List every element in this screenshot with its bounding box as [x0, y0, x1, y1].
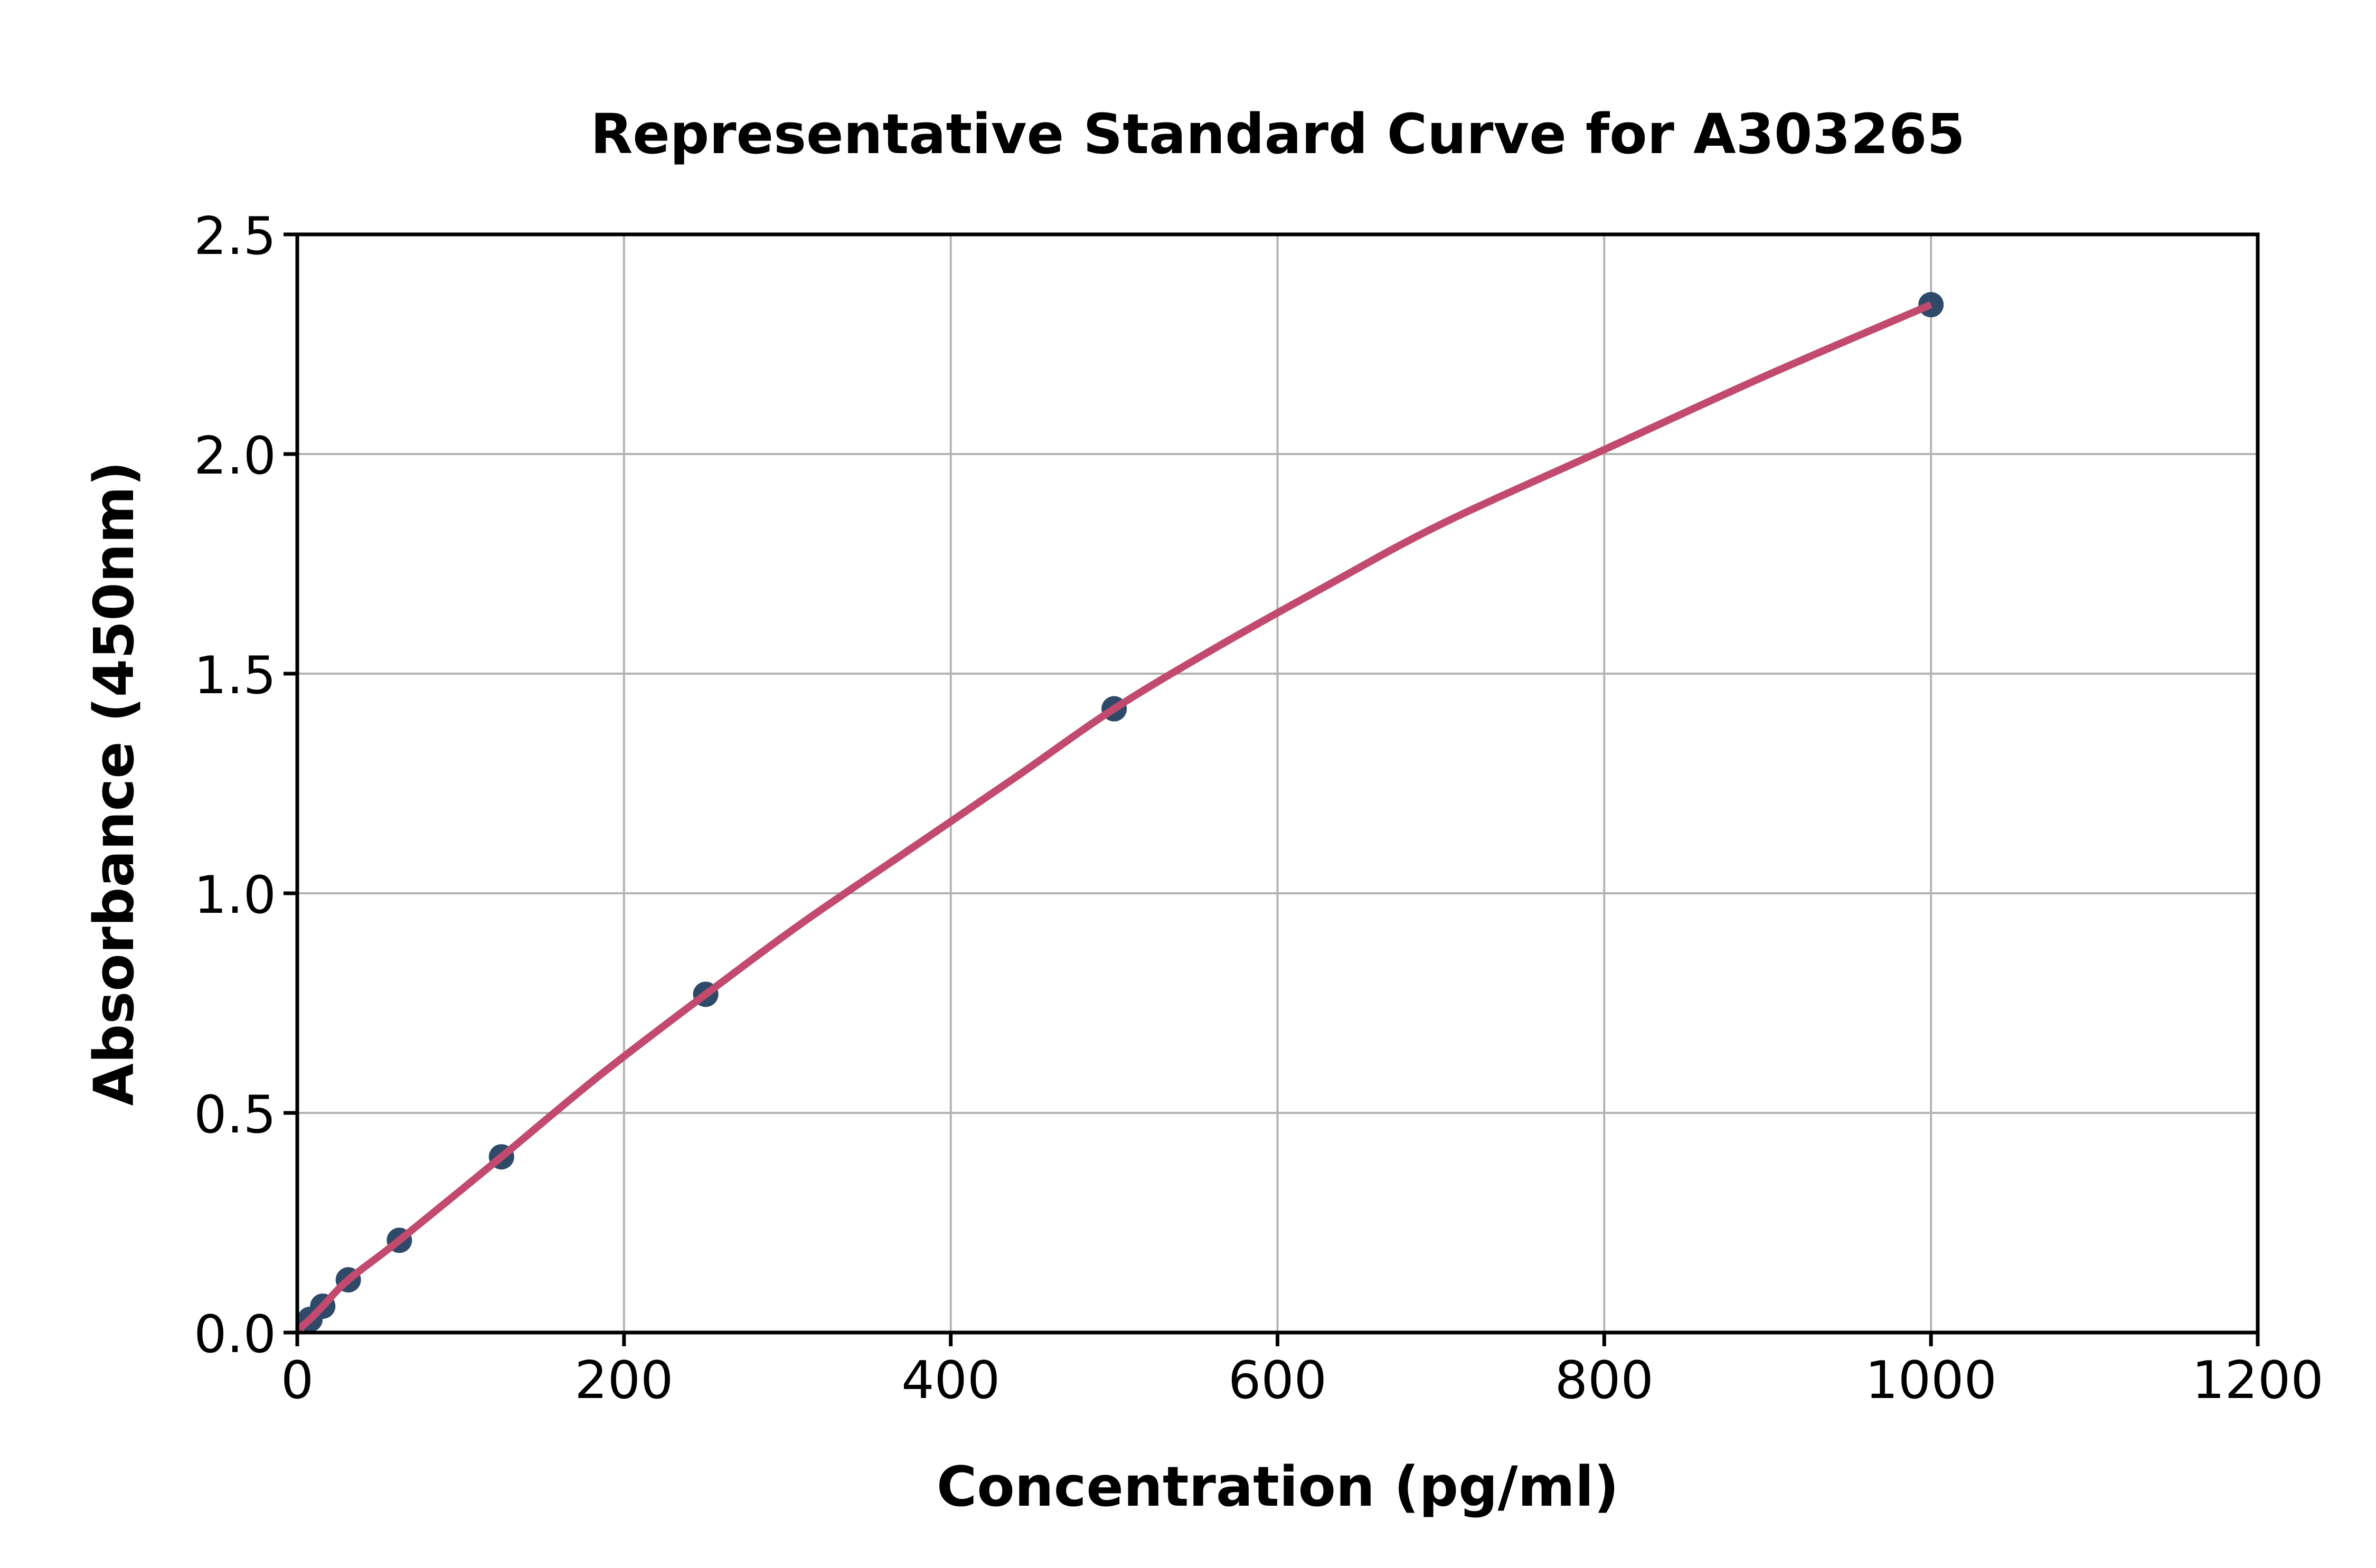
- y-tick-label: 2.5: [194, 206, 276, 267]
- x-tick-label: 0: [281, 1350, 314, 1411]
- x-tick-label: 1000: [1865, 1350, 1996, 1411]
- x-tick-label: 800: [1555, 1350, 1654, 1411]
- x-tick-label: 600: [1228, 1350, 1327, 1411]
- tick-labels: 0 200 400 600 800 1000 1200 0.0 0.5 1.0 1.5 2.0 2.5: [194, 206, 2324, 1411]
- y-tick-label: 2.0: [194, 426, 276, 486]
- y-axis-label: Absorbance (450nm): [82, 461, 146, 1106]
- y-tick-label: 0.0: [194, 1305, 276, 1365]
- x-tick-label: 1200: [2192, 1350, 2323, 1411]
- fit-curve-line: [297, 301, 1932, 1333]
- chart-title: Representative Standard Curve for A30326…: [590, 102, 1965, 166]
- x-tick-label: 200: [574, 1350, 673, 1411]
- axis-ticks: [284, 232, 2260, 1346]
- x-tick-label: 400: [901, 1350, 1000, 1411]
- x-axis-label: Concentration (pg/ml): [937, 1454, 1619, 1519]
- y-tick-label: 1.0: [194, 865, 276, 925]
- y-tick-label: 1.5: [194, 646, 276, 706]
- y-tick-label: 0.5: [194, 1085, 276, 1145]
